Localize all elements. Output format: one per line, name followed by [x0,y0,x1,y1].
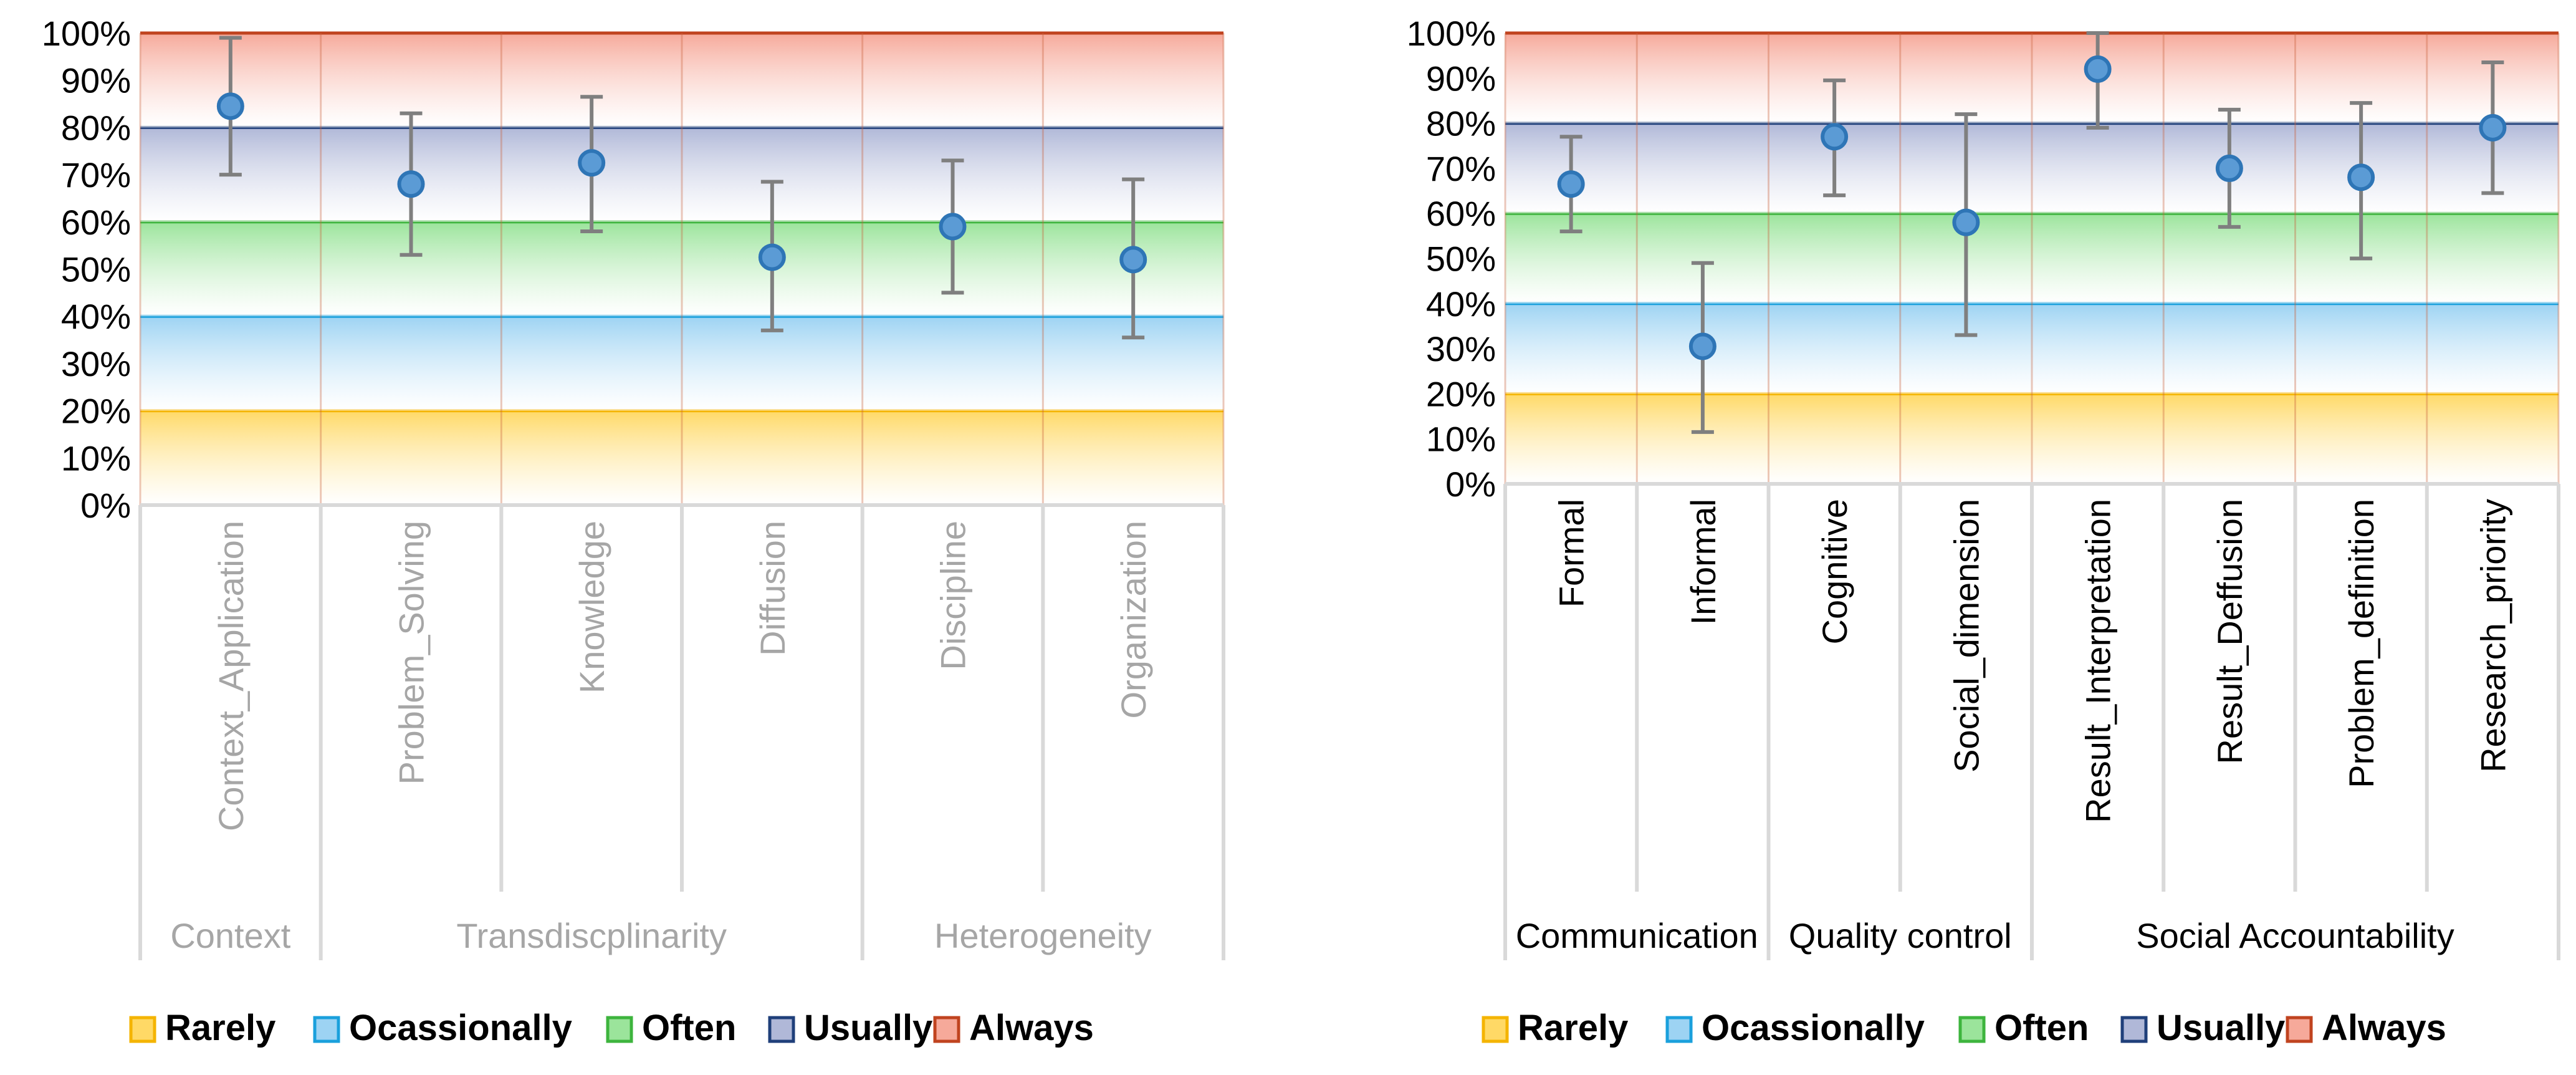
group-label: Communication [1516,916,1758,955]
group-label: Social Accountability [2136,916,2454,955]
y-tick-label: 80% [1426,104,1496,143]
category-label: Research_priority [2473,499,2512,773]
y-tick-label: 20% [61,392,131,431]
legend-label-ocassionally: Ocassionally [349,1008,572,1048]
category-label: Organization [1114,521,1153,719]
legend-swatch-rarely [1482,1016,1509,1043]
legend-swatch-often [1958,1016,1986,1043]
data-point [1119,246,1147,274]
y-tick-label: 80% [61,108,131,147]
y-tick-label: 30% [61,344,131,383]
chart-left: 0% 10% 20% 30% 40% 50% 60% 70% 80% 90% 100% Context… [42,14,1225,960]
y-tick-label: 10% [61,438,131,478]
band-often [1505,213,2559,304]
data-point [758,243,786,271]
y-tick-label: 60% [61,203,131,242]
y-tick-label: 50% [1426,239,1496,279]
legend-label-usually: Usually [2157,1008,2285,1048]
category-label: Problem_Solving [392,521,431,784]
legend-label-often: Often [1994,1008,2089,1048]
legend-left: Rarely Ocassionally Often Usually Always [129,1008,1094,1048]
legend-swatch-always [933,1016,960,1043]
y-tick-label: 40% [1426,284,1496,324]
category-label: Context_Application [211,521,251,831]
category-label: Discipline [934,521,973,670]
legend-label-always: Always [969,1008,1094,1048]
category-label: Result_Interpretation [2079,499,2118,823]
legend-label-often: Often [642,1008,736,1048]
category-label: Informal [1683,499,1723,625]
legend-right: Rarely Ocassionally Often Usually Always [1482,1008,2446,1048]
legend-swatch-ocassionally [313,1016,340,1043]
band-usually [140,127,1223,222]
band-always [1505,33,2559,123]
legend-label-rarely: Rarely [1518,1008,1628,1048]
y-tick-label: 0% [1445,465,1496,504]
y-tick-label: 70% [61,155,131,195]
chart-right: 0% 10% 20% 30% 40% 50% 60% 70% 80% 90% 100% Formal I… [1407,14,2560,960]
category-label: Cognitive [1815,499,1854,644]
data-point [216,92,244,120]
y-tick-label: 40% [61,297,131,336]
category-label: Social_dimension [1946,499,1986,773]
y-tick-label: 20% [1426,374,1496,413]
legend-swatch-usually [768,1016,795,1043]
data-point [939,213,967,241]
legend-swatch-rarely [129,1016,156,1043]
legend-swatch-often [606,1016,633,1043]
band-ocassionally [1505,303,2559,394]
y-tick-label: 90% [1426,59,1496,98]
legend-label-usually: Usually [804,1008,932,1048]
band-rarely [1505,393,2559,484]
y-tick-label: 30% [1426,329,1496,369]
category-label: Problem_definition [2342,499,2381,788]
data-point [1821,123,1849,151]
data-point [1557,170,1585,198]
group-label: Transdiscplinarity [456,916,727,955]
data-point [1688,332,1717,360]
data-point [397,170,425,198]
band-often [140,221,1223,317]
band-always [140,33,1223,128]
category-label: Knowledge [572,521,611,693]
y-tick-label: 70% [1426,149,1496,188]
y-tick-label: 60% [1426,194,1496,233]
legend-swatch-usually [2120,1016,2148,1043]
legend-label-ocassionally: Ocassionally [1702,1008,1925,1048]
category-label: Formal [1552,499,1591,607]
legend-label-always: Always [2322,1008,2446,1048]
data-point [2479,113,2507,142]
data-point [2215,154,2243,182]
legend-label-rarely: Rarely [165,1008,275,1048]
legend-swatch-ocassionally [1665,1016,1693,1043]
legend-swatch-always [2286,1016,2313,1043]
data-point [2084,55,2112,83]
group-label: Context [170,916,290,955]
group-label: Heterogeneity [934,916,1152,955]
band-ocassionally [140,316,1223,411]
category-label: Diffusion [753,521,792,656]
y-tick-label: 0% [80,486,131,525]
y-tick-label: 100% [42,14,131,53]
data-point [2347,163,2375,191]
y-tick-label: 100% [1407,14,1496,53]
data-point [1952,208,1980,236]
band-rarely [140,410,1223,505]
y-tick-label: 90% [61,61,131,100]
y-tick-label: 50% [61,250,131,289]
band-usually [1505,123,2559,214]
category-label: Result_Deffusion [2210,499,2249,764]
y-tick-label: 10% [1426,420,1496,459]
group-label: Quality control [1789,916,2012,955]
data-point [578,149,606,177]
